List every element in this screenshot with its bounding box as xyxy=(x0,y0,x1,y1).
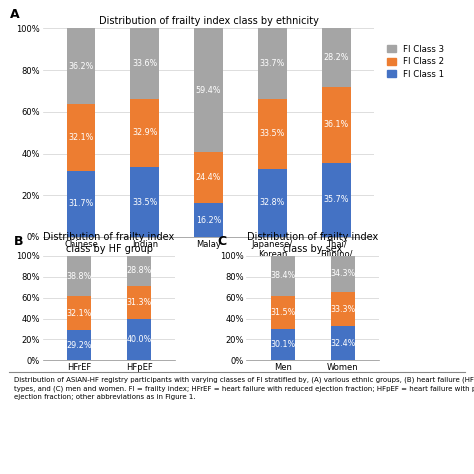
Title: Distribution of frailty index class by ethnicity: Distribution of frailty index class by e… xyxy=(99,16,319,26)
Text: 31.7%: 31.7% xyxy=(68,200,94,209)
Legend: FI Class 3, FI Class 2, FI Class 1: FI Class 3, FI Class 2, FI Class 1 xyxy=(385,43,446,81)
Bar xyxy=(322,87,351,163)
Title: Distribution of frailty index
class by sex: Distribution of frailty index class by s… xyxy=(247,232,378,254)
Bar xyxy=(127,319,151,360)
Bar xyxy=(194,152,223,203)
Text: Distribution of ASIAN-HF registry participants with varying classes of FI strati: Distribution of ASIAN-HF registry partic… xyxy=(14,377,474,400)
Bar xyxy=(194,203,223,237)
Text: 33.3%: 33.3% xyxy=(330,305,356,314)
Text: 35.7%: 35.7% xyxy=(323,195,349,204)
Text: 33.5%: 33.5% xyxy=(260,129,285,138)
Text: 36.2%: 36.2% xyxy=(68,62,94,71)
Text: 28.8%: 28.8% xyxy=(127,266,152,275)
Text: 33.6%: 33.6% xyxy=(132,59,157,68)
Text: B: B xyxy=(13,235,23,248)
Bar xyxy=(258,169,287,237)
Text: 40.0%: 40.0% xyxy=(127,335,152,344)
Bar xyxy=(331,292,355,327)
Text: 32.9%: 32.9% xyxy=(132,128,157,137)
Bar xyxy=(66,171,95,237)
Text: C: C xyxy=(217,235,227,248)
Text: 32.8%: 32.8% xyxy=(260,198,285,207)
Bar xyxy=(271,256,295,296)
Text: 16.2%: 16.2% xyxy=(196,216,221,225)
Bar xyxy=(130,167,159,237)
Bar xyxy=(331,256,355,292)
Text: 36.1%: 36.1% xyxy=(324,120,349,129)
Text: A: A xyxy=(9,8,19,20)
Text: 33.5%: 33.5% xyxy=(132,198,157,207)
Title: Distribution of frailty index
class by HF group: Distribution of frailty index class by H… xyxy=(44,232,174,254)
Bar xyxy=(67,256,91,296)
Text: 33.7%: 33.7% xyxy=(260,59,285,68)
Bar xyxy=(194,28,223,152)
Bar xyxy=(271,329,295,360)
Text: 24.4%: 24.4% xyxy=(196,173,221,182)
Bar xyxy=(130,28,159,99)
Text: 38.4%: 38.4% xyxy=(270,272,295,281)
Text: 59.4%: 59.4% xyxy=(196,86,221,95)
Bar xyxy=(67,330,91,360)
Bar xyxy=(127,256,151,286)
Text: 32.1%: 32.1% xyxy=(66,309,91,318)
Text: 28.2%: 28.2% xyxy=(323,54,349,63)
Bar xyxy=(331,327,355,360)
Bar xyxy=(130,99,159,167)
Text: 31.3%: 31.3% xyxy=(127,298,152,307)
Text: 32.1%: 32.1% xyxy=(68,133,94,142)
Bar xyxy=(258,28,287,99)
Text: 32.4%: 32.4% xyxy=(330,339,356,348)
Bar xyxy=(258,99,287,169)
Text: 34.3%: 34.3% xyxy=(330,269,356,278)
Text: 31.5%: 31.5% xyxy=(270,308,295,317)
Bar xyxy=(271,296,295,329)
Bar xyxy=(322,163,351,237)
Bar xyxy=(66,28,95,104)
Text: 38.8%: 38.8% xyxy=(66,272,91,281)
Text: 29.2%: 29.2% xyxy=(66,340,91,349)
Text: 30.1%: 30.1% xyxy=(270,340,295,349)
Bar xyxy=(322,28,351,87)
Bar xyxy=(66,104,95,171)
Bar xyxy=(67,296,91,330)
Bar xyxy=(127,286,151,319)
